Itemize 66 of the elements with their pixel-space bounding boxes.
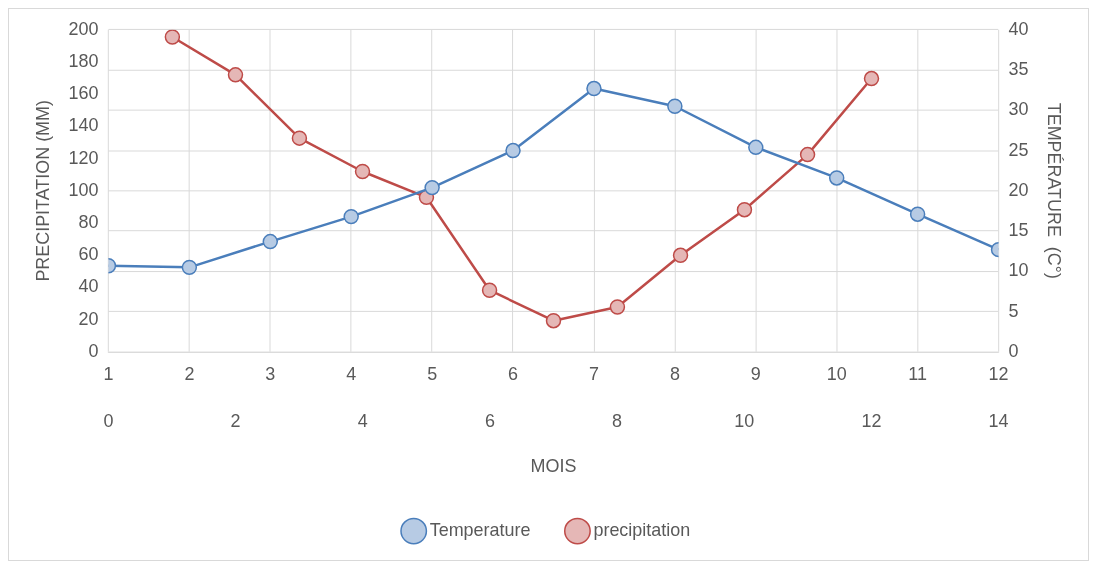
legend-label: Temperature [429, 520, 531, 541]
y-tick-label: 140 [68, 115, 99, 136]
y-tick-label: 160 [68, 83, 99, 104]
point [672, 247, 689, 264]
x-tick-label: 5 [427, 363, 438, 384]
x-tick-label: 10 [826, 363, 847, 384]
point [667, 98, 683, 114]
y-tick-label: 180 [68, 50, 99, 71]
x-tick-label: 4 [346, 363, 357, 384]
point [164, 29, 181, 45]
x-tick-label: 2 [184, 363, 195, 384]
point [799, 146, 816, 163]
y2-tick-label: 0 [1008, 340, 1019, 361]
y2-tick-label: 40 [1008, 18, 1029, 39]
y-tick-label: 60 [78, 244, 99, 265]
y2-axis-title: TEMPÉRATURE (C°) [1044, 102, 1065, 279]
y2-tick-label: 15 [1008, 220, 1029, 241]
point [748, 139, 764, 156]
point [291, 130, 308, 146]
y-tick-label: 80 [78, 212, 99, 233]
y-tick-label: 100 [68, 179, 99, 200]
y2-tick-label: 5 [1008, 300, 1019, 321]
point [736, 201, 753, 218]
x-tick-label: 6 [508, 363, 519, 384]
x2-tick-label: 12 [861, 411, 882, 432]
point [545, 312, 562, 329]
legend-label: precipitation [593, 520, 691, 541]
y-tick-label: 120 [68, 147, 99, 168]
point [505, 142, 521, 159]
y-tick-label: 200 [68, 18, 99, 39]
point [262, 233, 279, 250]
x2-tick-label: 2 [230, 411, 241, 432]
y-tick-label: 20 [78, 308, 99, 329]
x2-tick-label: 6 [484, 411, 495, 432]
x2-tick-label: 10 [734, 411, 755, 432]
x2-tick-label: 8 [612, 411, 623, 432]
y2-tick-label: 35 [1008, 58, 1029, 79]
point [227, 67, 244, 83]
y2-tick-label: 10 [1008, 260, 1029, 281]
point [828, 170, 845, 186]
y-tick-label: 0 [88, 340, 99, 361]
point [909, 206, 926, 222]
y2-tick-label: 20 [1008, 179, 1029, 200]
x-axis-title: MOIS [530, 456, 577, 477]
x2-tick-label: 4 [357, 411, 368, 432]
point [181, 259, 198, 276]
point [863, 70, 880, 87]
x-tick-label: 1 [103, 363, 114, 384]
y-axis-title: PRECIPITATION (MM) [32, 100, 53, 282]
x-tick-label: 11 [908, 363, 927, 384]
y2-tick-label: 30 [1008, 99, 1029, 120]
point [354, 163, 371, 180]
x-tick-label: 9 [750, 363, 761, 384]
x2-tick-label: 14 [988, 411, 1009, 432]
point [343, 208, 359, 225]
x-tick-label: 12 [988, 363, 1009, 384]
y-tick-label: 40 [78, 276, 99, 297]
x-tick-label: 3 [265, 363, 276, 384]
point [481, 282, 498, 298]
point [424, 179, 440, 196]
x2-tick-label: 0 [103, 411, 114, 432]
x-tick-label: 8 [669, 363, 680, 384]
point [609, 299, 626, 315]
x-tick-label: 7 [588, 363, 599, 384]
y2-tick-label: 25 [1008, 139, 1029, 160]
point [586, 80, 602, 97]
